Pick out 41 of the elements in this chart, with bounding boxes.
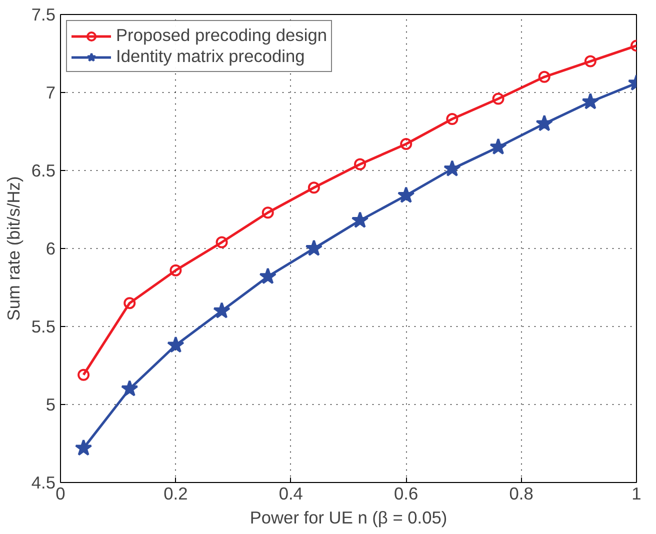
y-axis-title: Sum rate (bit/s/Hz): [3, 176, 24, 321]
x-tick-label: 0.8: [509, 484, 534, 504]
point: [536, 114, 553, 132]
point: [492, 92, 504, 105]
point: [582, 92, 600, 110]
y-tick-label: 4.5: [31, 472, 56, 492]
point: [446, 113, 458, 126]
point: [213, 302, 230, 318]
point: [538, 70, 550, 83]
x-axis-title: Power for UE n (β = 0.05): [250, 508, 448, 528]
point: [400, 138, 412, 150]
y-tick-label: 6: [46, 238, 56, 258]
y-tick-label: 6.5: [31, 160, 56, 180]
point: [78, 368, 90, 381]
point: [124, 297, 136, 310]
y-tick-label: 7.5: [31, 4, 56, 24]
point: [308, 182, 320, 194]
x-tick-label: 0.2: [164, 484, 188, 504]
x-tick-label: 0.6: [394, 484, 418, 504]
point: [262, 206, 274, 219]
point: [259, 268, 276, 284]
x-tick-label: 1: [632, 484, 642, 504]
y-tick-label: 5: [46, 394, 56, 414]
point: [74, 439, 92, 456]
point: [167, 336, 184, 353]
legend-label: Identity matrix precoding: [116, 46, 305, 67]
point: [305, 240, 323, 256]
x-tick-label: 0: [56, 484, 66, 504]
point: [584, 55, 596, 68]
point: [170, 264, 182, 276]
x-tick-label: 0.4: [278, 484, 304, 504]
point: [490, 138, 507, 155]
point: [444, 160, 461, 176]
point: [351, 211, 369, 228]
y-tick-label: 5.5: [31, 316, 56, 336]
point: [354, 158, 366, 170]
y-tick-label: 7: [46, 82, 56, 102]
point: [121, 380, 138, 396]
point: [397, 186, 415, 203]
legend-label: Proposed precoding design: [116, 25, 327, 46]
point: [216, 236, 228, 248]
